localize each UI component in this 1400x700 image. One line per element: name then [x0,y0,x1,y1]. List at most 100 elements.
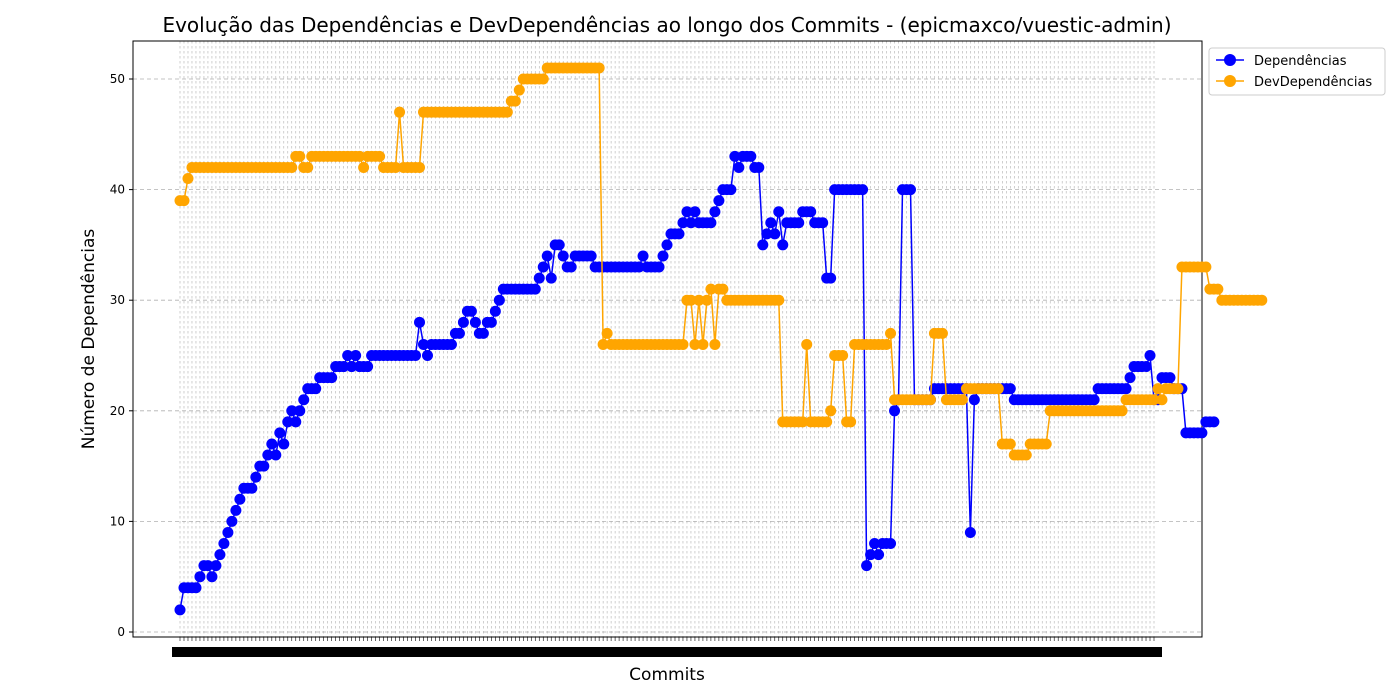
data-point [1212,283,1224,295]
data-point [553,239,565,251]
data-point [761,228,773,240]
data-point [777,239,789,251]
series-0 [174,150,1220,616]
legend-marker-devdependencias [1224,75,1236,87]
data-point [861,560,873,572]
data-point [1020,449,1032,461]
data-point [681,206,693,218]
data-point [230,504,242,516]
data-point [1152,383,1164,395]
data-point [797,416,809,428]
data-point [294,150,306,162]
data-point [214,549,226,561]
data-point [725,184,737,196]
data-point [585,250,597,262]
data-point [769,228,781,240]
data-point [745,150,757,162]
data-point [174,604,186,616]
y-tick-label: 0 [117,625,125,639]
data-point [845,416,857,428]
data-point [677,217,689,229]
series-1 [174,62,1268,461]
data-point [765,217,777,229]
data-point [1196,427,1208,439]
data-point [1004,383,1016,395]
data-point [1040,438,1052,450]
data-point [1208,416,1220,428]
data-point [258,460,270,472]
data-point [421,350,433,361]
vertical-gridlines [179,41,1155,637]
data-point [881,338,893,350]
data-point [1124,372,1136,384]
data-point [869,538,881,550]
data-point [342,350,354,361]
data-point [565,261,577,273]
data-point [234,493,246,505]
data-point [753,161,765,173]
data-point [294,405,306,417]
data-point [701,294,713,306]
data-point [362,361,374,373]
data-point [206,571,218,583]
data-point [414,161,426,173]
x-axis-ticks [172,637,1162,657]
data-point [222,526,234,538]
data-point [274,427,286,439]
data-point [689,206,701,218]
data-point [1200,261,1212,273]
data-point [278,438,290,450]
data-point [501,106,513,118]
data-point [936,327,948,339]
data-point [964,526,976,538]
y-tick-label: 20 [110,404,125,418]
data-point [825,272,837,284]
data-point [270,449,282,461]
data-point [773,294,785,306]
y-tick-label: 40 [110,183,125,197]
data-point [968,394,980,406]
data-point [905,184,916,196]
data-point [661,239,673,251]
data-point [1156,394,1168,406]
data-point [545,272,557,284]
data-point [541,250,553,262]
chart-title: Evolução das Dependências e DevDependênc… [162,13,1171,37]
data-point [956,394,968,406]
data-point [1120,383,1132,395]
data-point [410,350,422,361]
data-point [733,161,745,173]
data-point [513,84,525,96]
data-point [677,338,689,350]
data-point [182,173,194,185]
data-point [693,294,705,306]
data-point [178,195,190,207]
data-point [453,327,465,339]
data-point [885,538,897,550]
data-point [713,195,725,207]
y-tick-label: 50 [110,72,125,86]
plot-area: 0 10 20 30 40 50 [110,40,1268,657]
data-point [873,549,885,561]
data-point [250,471,262,483]
data-point [302,161,314,173]
data-point [338,361,350,373]
y-tick-label: 30 [110,293,125,307]
data-point [557,250,569,262]
data-point [992,383,1004,395]
x-axis-label: Commits [629,665,705,685]
data-point [190,582,202,594]
data-point [1116,405,1128,417]
data-point [262,449,274,461]
data-point [673,228,685,240]
data-point [885,327,897,339]
data-point [1148,394,1160,406]
data-point [485,316,497,328]
data-point [298,394,310,406]
data-point [290,416,302,428]
data-point [310,383,322,395]
data-point [793,217,805,229]
data-point [489,305,501,317]
data-point [194,571,206,583]
